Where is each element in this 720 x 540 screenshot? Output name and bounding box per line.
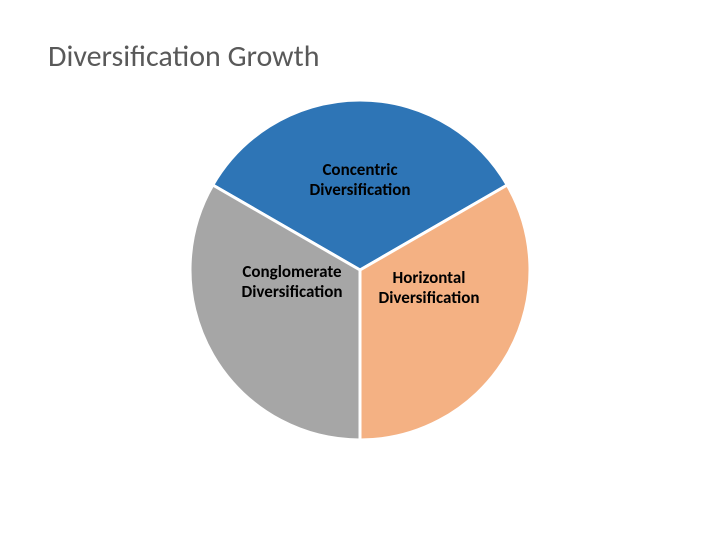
pie-slice-label-1: Horizontal Diversification	[376, 268, 482, 309]
page-title: Diversification Growth	[48, 38, 320, 75]
diversification-pie-chart: Concentric Diversification Horizontal Div…	[190, 100, 530, 440]
pie-slice-label-0: Concentric Diversification	[294, 160, 426, 201]
pie-slice-label-2: Conglomerate Diversification	[234, 262, 350, 303]
